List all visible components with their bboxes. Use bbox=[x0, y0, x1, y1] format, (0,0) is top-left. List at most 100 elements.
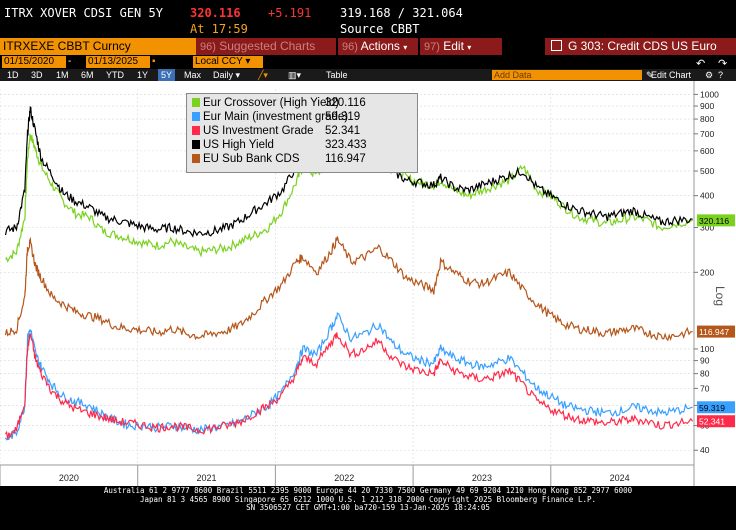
last-value-tag bbox=[697, 415, 735, 428]
legend-swatch bbox=[192, 112, 200, 121]
last-value-tags: 320.116 116.947 59.319 52.341 bbox=[697, 214, 735, 428]
source-label: Source CBBT bbox=[340, 22, 420, 36]
last-value-label: 320.116 bbox=[699, 216, 729, 226]
edit-button[interactable]: 97) Edit ▾ bbox=[420, 38, 502, 55]
footer-line-1: Australia 61 2 9777 8600 Brazil 5511 239… bbox=[103, 486, 633, 495]
legend-item: EU Sub Bank CDS 116.947 bbox=[192, 153, 366, 166]
y-tick-label: 1000 bbox=[700, 89, 719, 99]
date-separator: - bbox=[68, 56, 72, 67]
edit-chart-label: Edit Chart bbox=[651, 70, 692, 80]
legend-swatch bbox=[192, 98, 200, 107]
x-tick-label: 2024 bbox=[610, 473, 630, 483]
frequency-select[interactable]: Daily ▾ bbox=[213, 69, 240, 81]
actions-num: 96) bbox=[342, 41, 358, 53]
legend-label: Eur Crossover (High Yield) bbox=[203, 97, 340, 109]
legend-item: Eur Crossover (High Yield) 320.116 bbox=[192, 97, 366, 110]
y-tick-label: 200 bbox=[700, 267, 714, 277]
security-field[interactable]: ITRXEXE CBBT Curncy bbox=[0, 38, 196, 55]
legend-item: Eur Main (investment grade) 59.319 bbox=[192, 111, 360, 124]
legend-swatch bbox=[192, 126, 200, 135]
actions-label: Actions bbox=[360, 39, 400, 53]
tab-1y[interactable]: 1Y bbox=[137, 70, 149, 80]
currency-select[interactable]: Local CCY ▾ bbox=[193, 56, 263, 68]
y-tick-label: 700 bbox=[700, 129, 714, 139]
price-range: 319.168 / 321.064 bbox=[340, 6, 463, 20]
log-scale-label: Log bbox=[713, 286, 727, 306]
tab-3d[interactable]: 3D bbox=[31, 70, 43, 80]
x-tick-label: 2021 bbox=[197, 473, 217, 483]
y-tick-label: 40 bbox=[700, 445, 710, 455]
suggested-num: 96) bbox=[200, 41, 216, 53]
line-icon[interactable]: ╱▾ bbox=[258, 70, 268, 80]
legend-swatch bbox=[192, 154, 200, 163]
last-value-tag bbox=[697, 401, 735, 414]
y-tick-label: 80 bbox=[700, 369, 710, 379]
tab-5y-active[interactable]: 5Y bbox=[158, 69, 176, 81]
tab-ytd[interactable]: YTD bbox=[106, 70, 124, 80]
legend-value: 52.341 bbox=[325, 125, 361, 137]
y-tick-label: 400 bbox=[700, 191, 714, 201]
last-value-label: 116.947 bbox=[699, 327, 729, 337]
tab-1m[interactable]: 1M bbox=[56, 70, 69, 80]
start-date-field[interactable]: 01/15/2020 bbox=[2, 56, 66, 68]
legend-value: 320.116 bbox=[325, 97, 366, 109]
series-line bbox=[4, 236, 693, 342]
x-tick-label: 2022 bbox=[334, 473, 354, 483]
y-tick-label: 600 bbox=[700, 146, 714, 156]
settings-icon[interactable]: ⚙ bbox=[705, 70, 714, 80]
chevron-down-icon: ▾ bbox=[403, 43, 408, 52]
legend-item: US High Yield 323.433 bbox=[192, 139, 367, 152]
end-date-field[interactable]: 01/13/2025 bbox=[86, 56, 150, 68]
legend-value: 116.947 bbox=[325, 153, 366, 165]
y-tick-label: 90 bbox=[700, 356, 710, 366]
tab-6m[interactable]: 6M bbox=[81, 70, 94, 80]
time-label: At 17:59 bbox=[190, 22, 248, 36]
chevron-down-icon: ▾ bbox=[235, 70, 241, 80]
footer-line-3: SN 3506527 CET GMT+1:00 ba720-159 13-Jan… bbox=[246, 503, 490, 512]
y-tick-label: 500 bbox=[700, 166, 714, 176]
y-tick-label: 900 bbox=[700, 101, 714, 111]
x-axis: 2020 2021 2022 2023 2024 bbox=[0, 464, 694, 486]
legend-value: 323.433 bbox=[325, 139, 367, 151]
tab-1d[interactable]: 1D bbox=[7, 70, 19, 80]
table-button[interactable]: Table bbox=[326, 70, 348, 80]
redo-icon[interactable]: ↷ bbox=[718, 58, 728, 70]
add-data-input[interactable]: Add Data bbox=[492, 70, 642, 80]
footer-line-2: Japan 81 3 4565 8900 Singapore 65 6212 1… bbox=[139, 494, 597, 504]
chevron-down-icon: ▾ bbox=[467, 43, 472, 52]
series-line bbox=[4, 312, 693, 441]
actions-button[interactable]: 96) Actions ▾ bbox=[338, 38, 418, 55]
edit-num: 97) bbox=[424, 41, 440, 53]
chart-legend[interactable]: Eur Crossover (High Yield) 320.116 Eur Ma… bbox=[186, 93, 418, 173]
help-icon[interactable]: ? bbox=[718, 70, 724, 80]
legend-label: US Investment Grade bbox=[203, 125, 314, 137]
undo-icon[interactable]: ↶ bbox=[696, 58, 706, 70]
x-tick-label: 2020 bbox=[59, 473, 79, 483]
tab-max[interactable]: Max bbox=[184, 70, 202, 80]
legend-label: Eur Main (investment grade) bbox=[203, 111, 349, 123]
calendar-icon[interactable]: ▪ bbox=[152, 56, 156, 67]
ticker-name: ITRX XOVER CDSI GEN 5Y bbox=[4, 6, 163, 20]
last-value-label: 59.319 bbox=[699, 403, 725, 413]
y-tick-label: 70 bbox=[700, 383, 710, 393]
last-price: 320.116 bbox=[190, 6, 241, 20]
suggested-charts-button[interactable]: 96) Suggested Charts bbox=[196, 38, 336, 55]
frequency-label: Daily bbox=[213, 70, 234, 80]
external-link-icon[interactable] bbox=[551, 40, 562, 51]
last-value-label: 52.341 bbox=[699, 417, 725, 427]
last-value-tag bbox=[697, 325, 735, 338]
edit-label: Edit bbox=[443, 39, 464, 53]
pencil-icon[interactable]: ✎ bbox=[646, 70, 654, 80]
price-change: +5.191 bbox=[268, 6, 312, 20]
legend-swatch bbox=[192, 140, 200, 149]
edit-chart-button[interactable]: Edit Chart bbox=[651, 69, 691, 81]
date-row: 01/15/2020 - 01/13/2025 ▪ Local CCY ▾ bbox=[0, 56, 736, 69]
legend-value: 59.319 bbox=[325, 111, 361, 123]
legend-item: US Investment Grade 52.341 bbox=[192, 125, 360, 138]
y-tick-label: 300 bbox=[700, 222, 714, 232]
chart-title-bar: G 303: Credit CDS US Euro bbox=[545, 38, 736, 55]
chevron-down-icon: ▾ bbox=[245, 56, 251, 67]
footer: Australia 61 2 9777 8600 Brazil 5511 239… bbox=[0, 486, 736, 530]
chart-type-icon[interactable]: ▥▾ bbox=[288, 70, 302, 80]
chart-title: G 303: Credit CDS US Euro bbox=[568, 39, 717, 53]
